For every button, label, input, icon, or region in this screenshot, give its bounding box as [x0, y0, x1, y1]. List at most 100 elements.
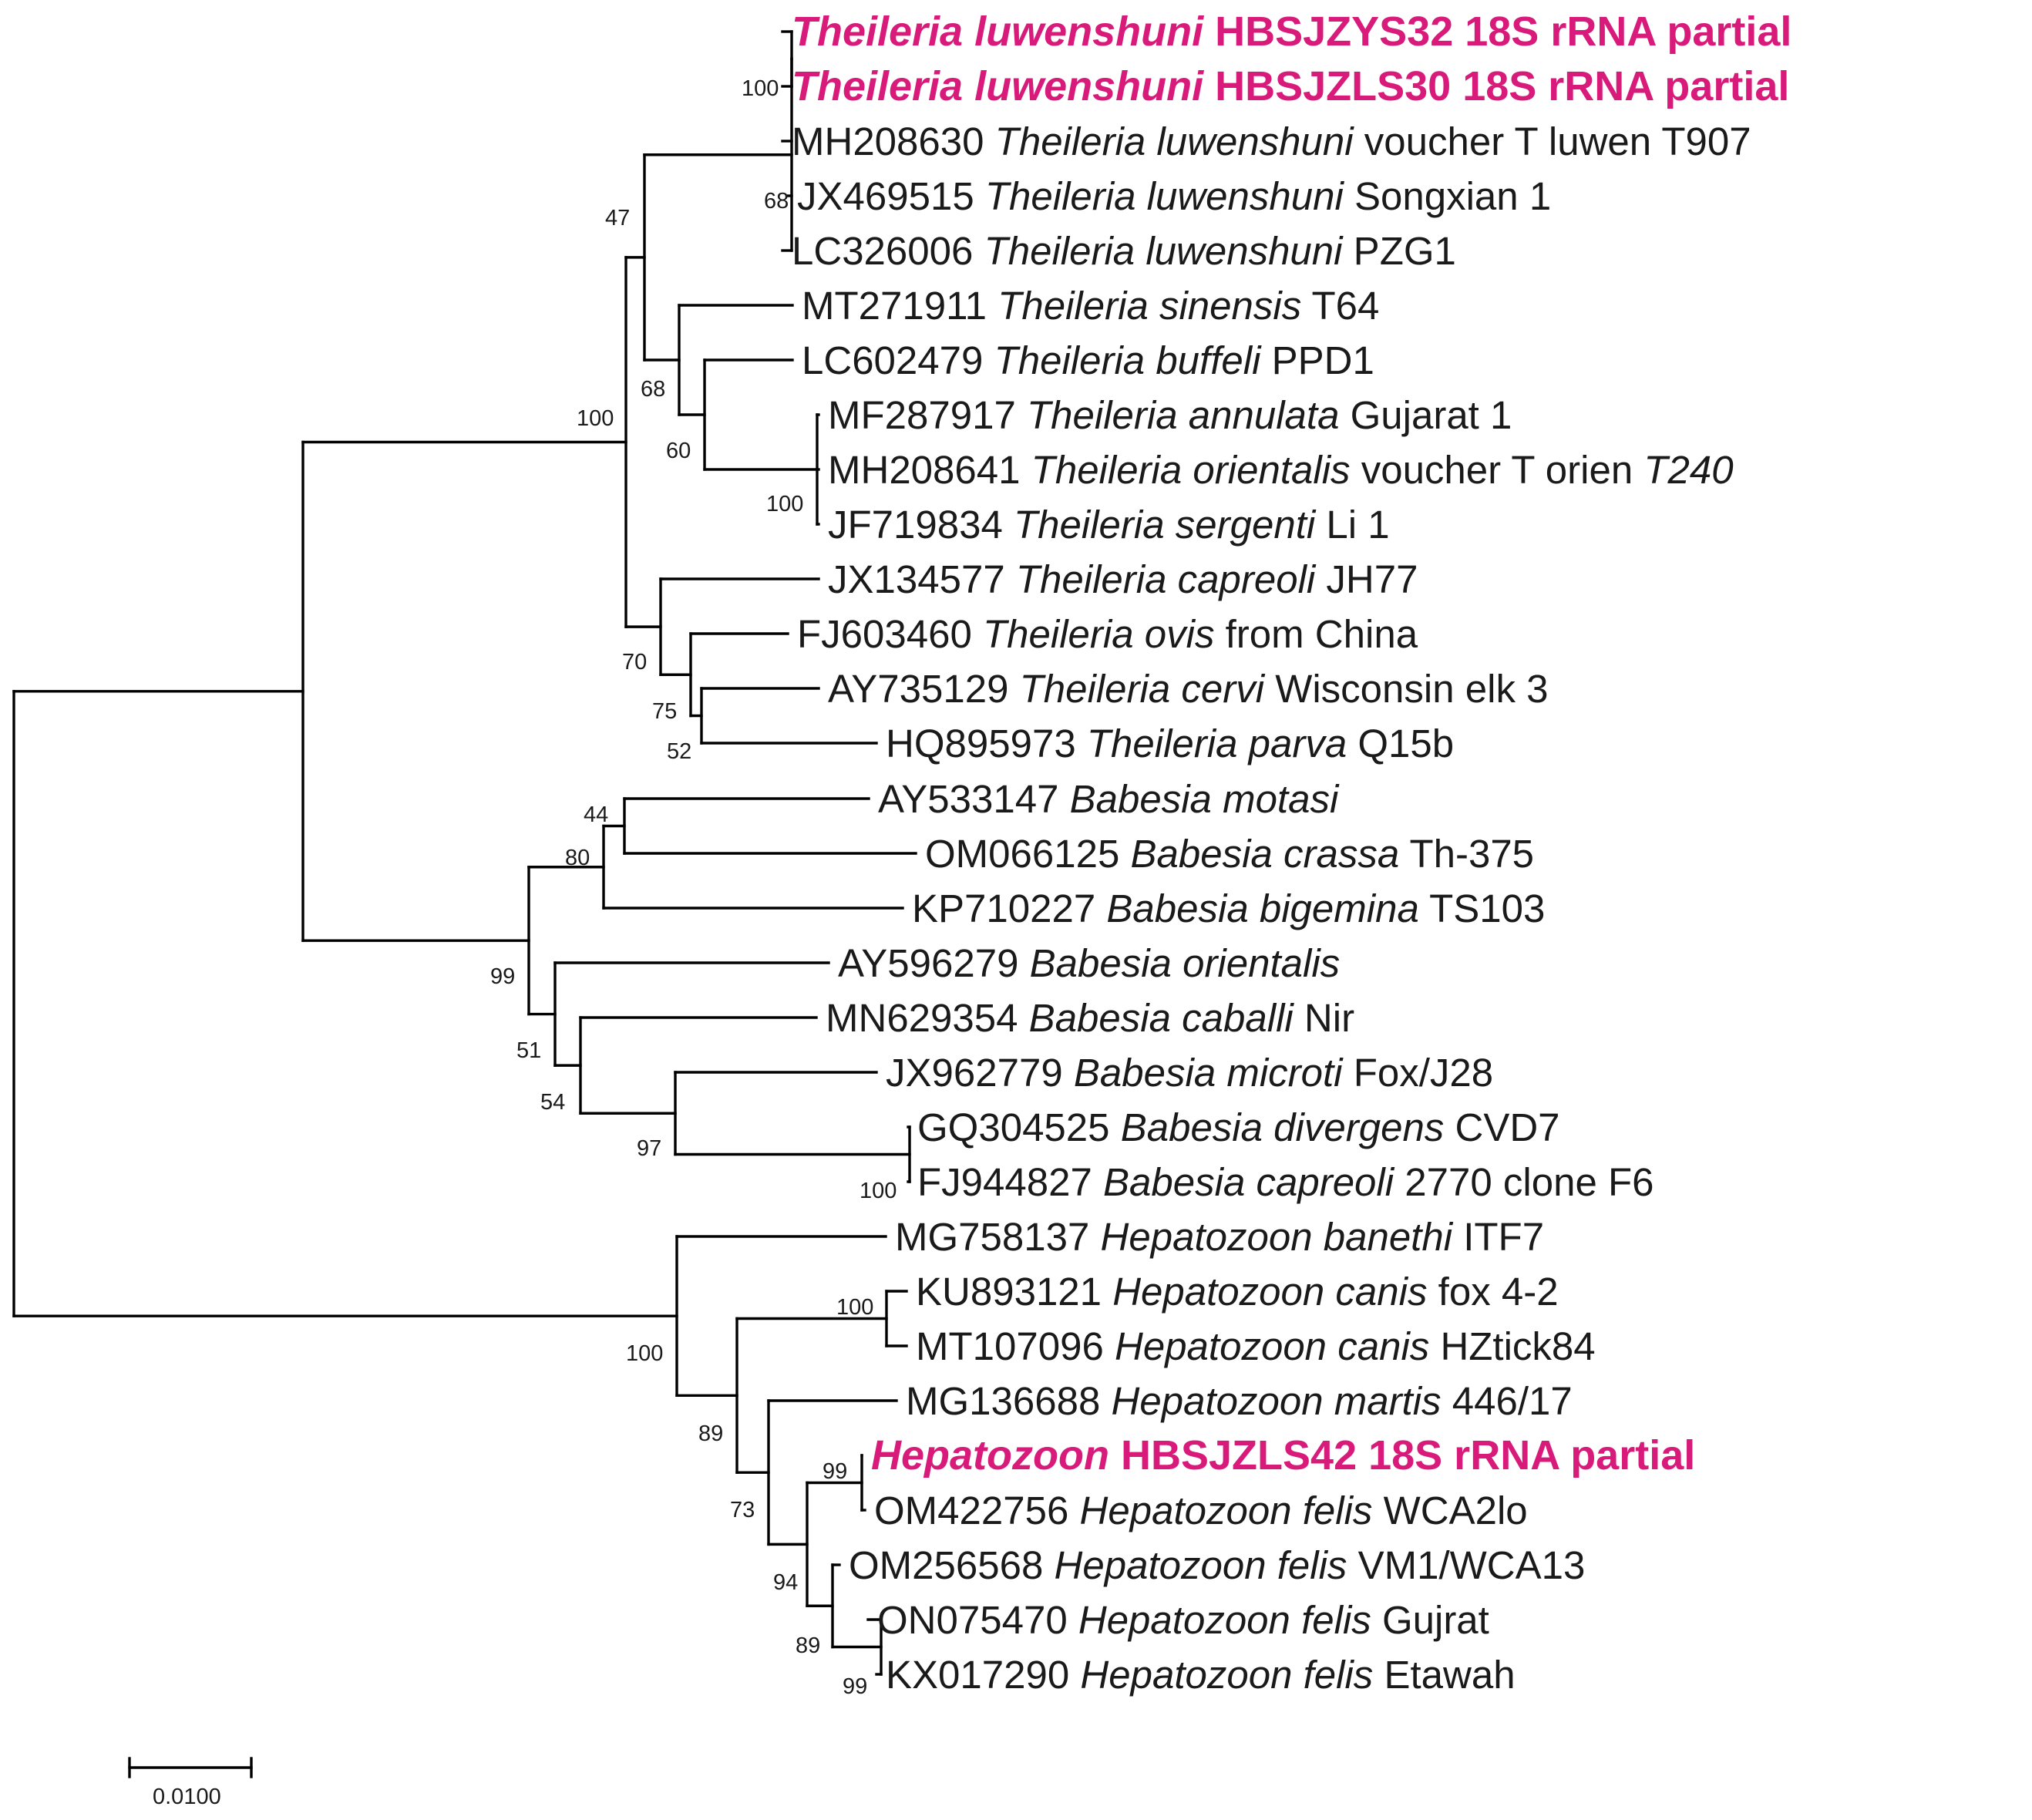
bootstrap-microti_group: 97 — [637, 1136, 661, 1161]
taxon-label-t1: Theileria luwenshuni HBSJZYS32 18S rRNA … — [792, 8, 1791, 55]
taxon-accession: HQ895973 — [886, 722, 1076, 765]
taxon-accession: AY533147 — [878, 777, 1058, 821]
bootstrap-canis_felis: 89 — [698, 1421, 723, 1446]
taxon-strain: voucher T orien — [1361, 448, 1633, 492]
taxon-accession: LC326006 — [792, 229, 973, 273]
taxon-label-t30: ON075470 Hepatozoon felis Gujrat — [877, 1598, 1489, 1642]
taxon-accession: MT107096 — [916, 1324, 1104, 1368]
bootstrap-babesia_all: 99 — [490, 964, 515, 989]
taxon-accession: FJ603460 — [797, 612, 972, 656]
taxon-strain: HBSJZYS32 18S rRNA partial — [1215, 8, 1791, 55]
bootstrap-felis_group: 94 — [773, 1570, 798, 1595]
taxon-species: Babesia divergens — [1121, 1105, 1445, 1149]
taxon-strain_italic_suffix: T240 — [1643, 448, 1733, 492]
taxon-accession: MH208641 — [828, 448, 1021, 492]
taxon-species: Hepatozoon felis — [1078, 1598, 1371, 1642]
taxon-strain: ITF7 — [1463, 1215, 1544, 1259]
taxon-label-t26: MG136688 Hepatozoon martis 446/17 — [906, 1379, 1573, 1423]
bootstrap-felis_inner: 89 — [796, 1633, 820, 1658]
bootstrap-motasi_crassa: 44 — [584, 802, 608, 827]
taxon-strain: CVD7 — [1455, 1105, 1559, 1149]
taxon-species: Theileria annulata — [1027, 393, 1339, 437]
bootstrap-luwenshuni_clade: 68 — [764, 189, 789, 214]
taxon-strain: Gujrat — [1382, 1598, 1489, 1642]
taxon-label-t4: JX469515 Theileria luwenshuni Songxian 1 — [797, 174, 1551, 218]
taxon-label-t16: OM066125 Babesia crassa Th-375 — [925, 832, 1534, 876]
taxon-strain: PPD1 — [1272, 338, 1374, 382]
taxon-species: Theileria cervi — [1020, 667, 1266, 711]
taxon-label-t15: AY533147 Babesia motasi — [878, 777, 1340, 821]
taxon-label-t2: Theileria luwenshuni HBSJZLS30 18S rRNA … — [792, 63, 1789, 109]
bootstrap-motasi_bigemina: 80 — [565, 846, 590, 870]
taxon-label-t29: OM256568 Hepatozoon felis VM1/WCA13 — [849, 1543, 1585, 1587]
taxon-species: Theileria luwenshuni — [985, 174, 1345, 218]
bootstrap-divergens_capreoli: 100 — [860, 1179, 897, 1203]
taxon-species: Babesia crassa — [1131, 832, 1400, 876]
taxon-strain: VM1/WCA13 — [1358, 1543, 1586, 1587]
taxon-species: Theileria parva — [1087, 722, 1347, 765]
taxon-strain: Gujarat 1 — [1351, 393, 1512, 437]
taxon-label-t11: JX134577 Theileria capreoli JH77 — [828, 557, 1418, 601]
taxon-strain: Q15b — [1357, 722, 1454, 765]
bootstrap-luwenshuni_inner: 100 — [742, 76, 779, 101]
taxon-species: Hepatozoon felis — [1055, 1543, 1347, 1587]
taxon-label-t14: HQ895973 Theileria parva Q15b — [886, 722, 1454, 765]
taxon-label-t28: OM422756 Hepatozoon felis WCA2lo — [874, 1489, 1528, 1532]
taxon-species: Theileria luwenshuni — [792, 63, 1204, 109]
taxon-accession: MN629354 — [826, 996, 1018, 1040]
taxon-accession: AY735129 — [828, 667, 1008, 711]
taxon-accession: MT271911 — [802, 284, 987, 328]
taxon-strain: Th-375 — [1409, 832, 1534, 876]
taxon-accession: OM066125 — [925, 832, 1119, 876]
bootstrap-buffeli_group: 60 — [666, 439, 691, 463]
taxon-label-t21: GQ304525 Babesia divergens CVD7 — [917, 1105, 1560, 1149]
taxon-strain: T64 — [1311, 284, 1379, 328]
taxon-species: Babesia motasi — [1070, 777, 1340, 821]
taxon-accession: KP710227 — [912, 886, 1095, 930]
bootstrap-theileria_a: 47 — [605, 206, 630, 230]
taxon-species: Hepatozoon canis — [1112, 1270, 1427, 1314]
taxon-strain: Li 1 — [1326, 503, 1389, 547]
bootstrap-cervi_parva: 52 — [667, 739, 691, 764]
bootstrap-hbs_wca2lo: 99 — [823, 1459, 847, 1484]
taxon-species: Babesia bigemina — [1106, 886, 1418, 930]
taxon-accession: JX134577 — [828, 557, 1005, 601]
scale-bar-label: 0.0100 — [153, 1785, 221, 1809]
bootstrap-sinensis_group: 68 — [641, 377, 665, 402]
bootstrap-martis_felis: 73 — [730, 1498, 755, 1522]
taxon-species: Theileria ovis — [983, 612, 1214, 656]
taxon-strain: Etawah — [1384, 1653, 1515, 1697]
taxon-species: Theileria luwenshuni — [995, 119, 1355, 163]
taxon-species: Theileria luwenshuni — [792, 8, 1204, 55]
taxon-strain: fox 4-2 — [1438, 1270, 1559, 1314]
branches — [12, 30, 917, 1676]
taxon-label-t27: Hepatozoon HBSJZLS42 18S rRNA partial — [871, 1432, 1695, 1479]
taxon-accession: GQ304525 — [917, 1105, 1110, 1149]
taxon-accession: JX962779 — [886, 1051, 1063, 1095]
taxon-strain: TS103 — [1429, 886, 1545, 930]
taxon-accession: ON075470 — [877, 1598, 1068, 1642]
bootstrap-canis_pair: 100 — [836, 1295, 873, 1320]
bootstrap-theileria_core: 100 — [577, 406, 614, 431]
taxon-strain: Songxian 1 — [1354, 174, 1551, 218]
taxon-strain: JH77 — [1326, 557, 1418, 601]
taxon-accession: JX469515 — [797, 174, 974, 218]
taxon-species: Theileria luwenshuni — [984, 229, 1344, 273]
bootstrap-capreoli_group: 70 — [622, 650, 647, 675]
taxon-label-t22: FJ944827 Babesia capreoli 2770 clone F6 — [917, 1160, 1654, 1204]
taxon-accession: KU893121 — [916, 1270, 1102, 1314]
taxon-label-t5: LC326006 Theileria luwenshuni PZG1 — [792, 229, 1456, 273]
taxon-accession: MG758137 — [895, 1215, 1089, 1259]
taxon-strain: HBSJZLS30 18S rRNA partial — [1215, 63, 1789, 109]
taxon-label-t20: JX962779 Babesia microti Fox/J28 — [886, 1051, 1493, 1095]
taxon-label-t19: MN629354 Babesia caballi Nir — [826, 996, 1354, 1040]
taxon-species: Theileria capreoli — [1016, 557, 1317, 601]
taxon-accession: KX017290 — [886, 1653, 1069, 1697]
taxon-species: Theileria orientalis — [1031, 448, 1351, 492]
bootstrap-hepatozoon_all: 100 — [626, 1341, 663, 1366]
bootstrap-caballi_group: 54 — [540, 1090, 565, 1115]
taxon-species: Hepatozoon felis — [1080, 1653, 1373, 1697]
taxon-strain: Nir — [1304, 996, 1354, 1040]
